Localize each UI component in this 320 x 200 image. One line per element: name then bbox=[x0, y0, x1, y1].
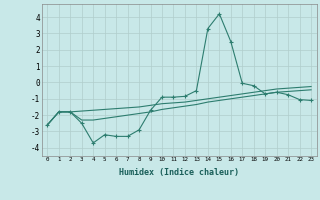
X-axis label: Humidex (Indice chaleur): Humidex (Indice chaleur) bbox=[119, 168, 239, 177]
